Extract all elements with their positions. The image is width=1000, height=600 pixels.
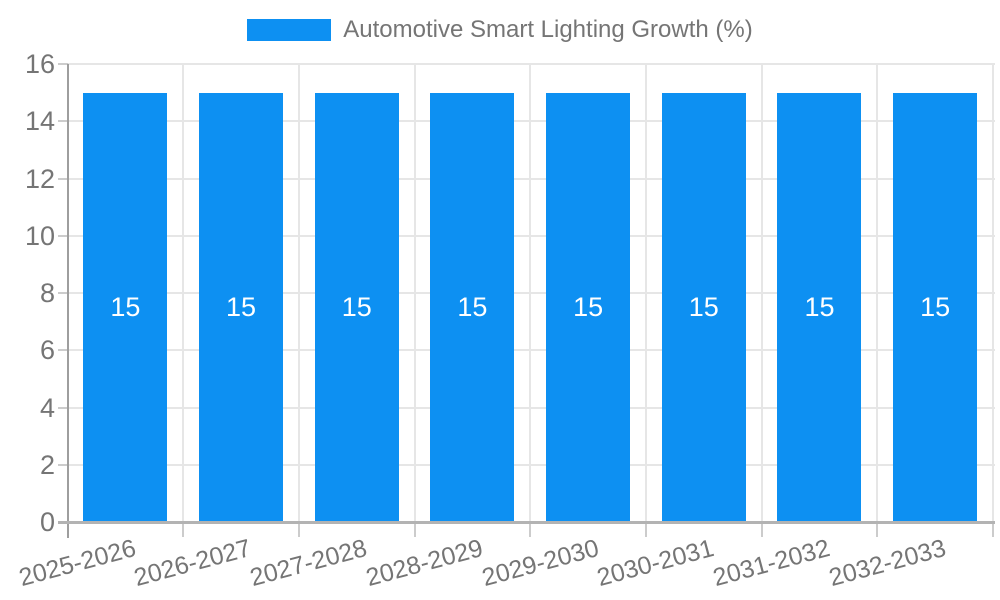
bar-2031-2032[interactable] <box>777 92 862 522</box>
bar-2029-2030[interactable] <box>546 92 631 522</box>
bar-value-label: 15 <box>804 292 835 323</box>
y-axis-tick-label: 10 <box>24 220 55 251</box>
y-axis-tick-label: 14 <box>24 106 55 137</box>
y-axis-tick-mark <box>57 120 68 123</box>
gridline-vertical <box>297 64 300 522</box>
gridline-horizontal <box>67 292 995 294</box>
bar-value-label: 15 <box>920 292 951 323</box>
x-axis-tick-label: 2029-2030 <box>478 534 602 592</box>
gridline-vertical <box>876 64 879 522</box>
chart-legend: Automotive Smart Lighting Growth (%) <box>0 16 1000 44</box>
gridline-horizontal <box>67 120 995 123</box>
bar-2030-2031[interactable] <box>661 92 746 522</box>
bar-2025-2026[interactable] <box>83 92 168 522</box>
bar-2026-2027[interactable] <box>199 92 284 522</box>
gridline-vertical <box>413 64 416 522</box>
gridline-vertical <box>182 64 185 522</box>
gridline-horizontal <box>67 234 995 237</box>
gridline-vertical <box>992 64 994 522</box>
y-axis-tick-label: 8 <box>39 278 55 308</box>
bar-2027-2028[interactable] <box>314 92 399 522</box>
gridline-vertical <box>644 64 647 522</box>
x-axis-tick-mark <box>297 524 300 537</box>
x-axis-tick-label: 2031-2032 <box>709 534 833 592</box>
x-axis-tick-mark <box>182 524 185 537</box>
y-axis-tick-mark <box>57 234 68 237</box>
y-axis-line <box>66 64 69 538</box>
x-axis-tick-label: 2032-2033 <box>825 534 949 592</box>
y-axis-tick-label: 0 <box>39 507 55 537</box>
bar-value-label: 15 <box>226 292 257 323</box>
y-axis-tick-mark <box>57 292 68 294</box>
y-axis-tick-mark <box>57 177 68 180</box>
legend-label: Automotive Smart Lighting Growth (%) <box>343 16 753 43</box>
x-axis-tick-mark <box>413 524 416 537</box>
gridline-horizontal <box>67 63 995 65</box>
bar-value-label: 15 <box>341 292 372 323</box>
x-axis-tick-label: 2030-2031 <box>594 534 718 592</box>
legend-swatch <box>247 19 332 41</box>
y-axis-tick-label: 16 <box>24 49 55 79</box>
x-axis-baseline <box>57 521 995 524</box>
bar-value-label: 15 <box>688 292 719 323</box>
y-axis-tick-label: 12 <box>24 163 55 194</box>
bar-value-label: 15 <box>573 292 604 323</box>
gridline-horizontal <box>67 349 995 352</box>
x-axis-tick-mark <box>876 524 879 537</box>
y-axis-tick-mark <box>57 463 68 466</box>
x-axis-tick-label: 2028-2029 <box>362 534 486 592</box>
y-axis-tick-mark <box>57 63 68 65</box>
bar-2028-2029[interactable] <box>430 92 515 522</box>
y-axis-tick-mark <box>57 349 68 352</box>
gridline-horizontal <box>67 463 995 466</box>
x-axis-tick-mark <box>644 524 647 537</box>
x-axis-tick-label: 2025-2026 <box>15 534 139 592</box>
x-axis-tick-label: 2026-2027 <box>131 534 255 592</box>
bar-value-label: 15 <box>110 292 141 323</box>
y-axis-tick-label: 2 <box>39 449 55 480</box>
y-axis-tick-label: 4 <box>39 392 55 423</box>
gridline-vertical <box>529 64 532 522</box>
gridline-horizontal <box>67 406 995 409</box>
gridline-vertical <box>760 64 763 522</box>
x-axis-tick-label: 2027-2028 <box>247 534 370 592</box>
bar-value-label: 15 <box>457 292 488 323</box>
x-axis-tick-mark <box>529 524 532 537</box>
bar-2032-2033[interactable] <box>893 92 978 522</box>
y-axis-tick-label: 6 <box>39 335 55 366</box>
x-axis-tick-mark <box>760 524 763 537</box>
gridline-horizontal <box>67 177 995 180</box>
x-axis-tick-mark <box>992 524 994 537</box>
y-axis-tick-mark <box>57 406 68 409</box>
